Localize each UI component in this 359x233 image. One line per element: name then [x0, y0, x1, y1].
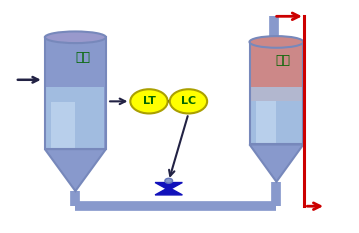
Bar: [51, 102, 75, 148]
Bar: [45, 37, 106, 149]
Bar: [256, 101, 276, 144]
Text: 甲塔: 甲塔: [75, 51, 90, 64]
Polygon shape: [155, 182, 182, 190]
Text: LT: LT: [143, 96, 155, 106]
Bar: [250, 42, 303, 144]
Bar: [46, 87, 104, 148]
Ellipse shape: [250, 36, 303, 48]
Polygon shape: [250, 144, 303, 182]
Circle shape: [130, 89, 168, 113]
Ellipse shape: [45, 31, 106, 43]
Text: 乙塔: 乙塔: [276, 54, 291, 67]
Bar: [250, 42, 303, 101]
Circle shape: [170, 89, 207, 113]
Polygon shape: [45, 149, 106, 191]
Bar: [250, 101, 303, 144]
Text: LC: LC: [181, 96, 196, 106]
Bar: [45, 37, 106, 149]
Bar: [251, 87, 302, 144]
Circle shape: [165, 178, 173, 183]
Polygon shape: [155, 187, 182, 195]
